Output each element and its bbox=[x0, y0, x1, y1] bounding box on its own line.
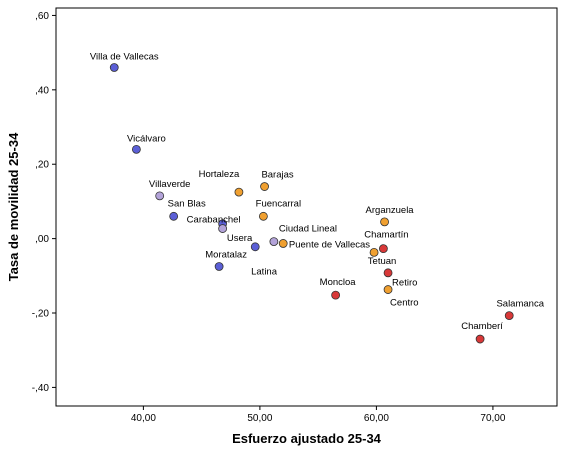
data-point bbox=[369, 247, 379, 257]
point-label: Barajas bbox=[261, 170, 293, 181]
data-point bbox=[383, 285, 393, 294]
x-tick-label: 40,00 bbox=[131, 413, 156, 424]
point-label: Fuencarral bbox=[256, 198, 301, 209]
data-point bbox=[250, 242, 260, 252]
point-label: Villa de Vallecas bbox=[90, 52, 159, 63]
point-label: Hortaleza bbox=[199, 169, 240, 180]
data-point bbox=[155, 191, 165, 201]
data-point bbox=[218, 224, 228, 233]
data-point bbox=[258, 211, 268, 221]
y-tick-label: -,40 bbox=[32, 383, 50, 394]
point-label: Puente de Vallecas bbox=[289, 239, 370, 250]
data-points bbox=[109, 63, 514, 344]
y-axis-title: Tasa de movilidad 25-34 bbox=[6, 132, 21, 281]
x-axis-title: Esfuerzo ajustado 25-34 bbox=[232, 431, 382, 446]
y-tick-label: ,00 bbox=[35, 234, 49, 245]
y-tick-label: -,20 bbox=[32, 309, 50, 320]
y-axis: ,60 ,40 ,20 ,00 -,20 -,40 bbox=[32, 11, 56, 394]
plot-area-frame bbox=[55, 7, 558, 407]
point-label: Moratalaz bbox=[205, 250, 247, 261]
point-label: Salamanca bbox=[496, 299, 544, 310]
data-point bbox=[278, 239, 288, 248]
x-tick-label: 70,00 bbox=[480, 413, 505, 424]
point-label: Retiro bbox=[392, 278, 417, 289]
data-point bbox=[383, 268, 393, 278]
point-label: San Blas bbox=[168, 198, 206, 209]
data-point bbox=[234, 187, 244, 197]
data-point bbox=[109, 63, 119, 72]
point-label: Centro bbox=[390, 298, 419, 309]
point-label: Villaverde bbox=[149, 179, 191, 190]
x-tick-label: 60,00 bbox=[364, 413, 389, 424]
point-label: Vicálvaro bbox=[127, 133, 166, 144]
data-point bbox=[378, 244, 388, 254]
data-point bbox=[380, 217, 389, 227]
point-label: Chamberí bbox=[461, 321, 503, 332]
data-point bbox=[131, 144, 141, 154]
data-point bbox=[475, 334, 485, 344]
point-label: Arganzuela bbox=[366, 205, 415, 216]
data-point bbox=[260, 182, 269, 191]
data-point bbox=[504, 311, 514, 321]
point-label: Usera bbox=[227, 233, 253, 244]
data-point bbox=[214, 262, 224, 271]
y-tick-label: ,60 bbox=[35, 11, 49, 22]
data-point bbox=[169, 211, 179, 221]
data-point bbox=[331, 290, 341, 300]
y-tick-label: ,40 bbox=[35, 85, 49, 96]
point-label: Moncloa bbox=[320, 277, 357, 288]
point-label: Chamartín bbox=[364, 230, 408, 241]
point-label: Ciudad Lineal bbox=[279, 224, 337, 235]
point-label: Tetuan bbox=[368, 256, 397, 267]
point-labels: Villa de Vallecas Vicálvaro Villaverde San … bbox=[90, 52, 545, 333]
x-tick-label: 50,00 bbox=[247, 413, 272, 424]
y-tick-label: ,20 bbox=[35, 160, 49, 171]
x-axis: 40,00 50,00 60,00 70,00 bbox=[131, 406, 506, 424]
data-point bbox=[269, 237, 279, 246]
point-label: Carabanchel bbox=[187, 215, 241, 226]
point-label: Latina bbox=[251, 267, 278, 278]
